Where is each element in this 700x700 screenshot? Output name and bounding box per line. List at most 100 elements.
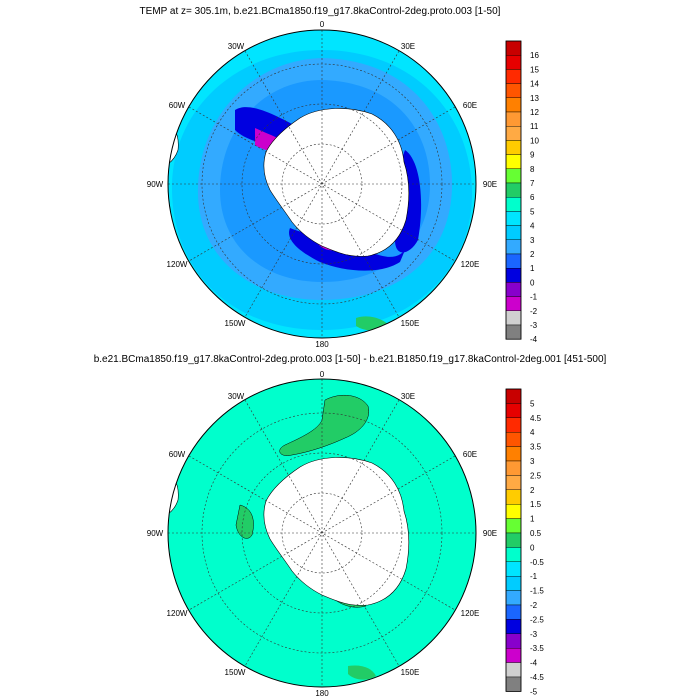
top-colorbar-label: 0 [530,278,535,287]
bottom-polar-map: 0 30E 60E 90E 120E 150E 180 150W 120W 90… [147,370,497,698]
top-colorbar-swatch [505,282,522,297]
bottom-colorbar-label: -5 [530,687,538,696]
bottom-lon-label-180: 180 [315,689,329,698]
bottom-colorbar-swatch [505,475,522,490]
bottom-lon-label-120e: 120E [461,609,480,618]
bottom-colorbar-label: 3.5 [530,443,542,452]
top-colorbar-swatch [505,97,522,113]
bottom-colorbar-label: 3 [530,457,535,466]
top-colorbar-swatch [505,168,522,184]
bottom-colorbar-swatch [505,676,522,692]
bottom-colorbar-swatch [505,604,522,620]
top-colorbar-swatch [505,140,522,155]
top-colorbar-label: 14 [530,80,539,89]
bottom-colorbar-swatch [505,648,522,663]
top-colorbar-label: -3 [530,321,538,330]
bottom-colorbar-label: -4.5 [530,673,544,682]
top-colorbar-swatch [505,239,522,255]
top-colorbar-label: 15 [530,65,539,74]
bottom-colorbar-swatch [505,504,522,519]
top-colorbar-label: -4 [530,335,538,344]
bottom-colorbar-swatch [505,662,522,678]
bottom-panel-title: b.e21.BCma1850.f19_g17.8kaControl-2deg.p… [93,354,607,365]
bottom-colorbar-swatch [505,576,522,591]
bottom-lon-label-0: 0 [320,370,325,379]
top-colorbar-label: -1 [530,293,538,302]
top-lon-label-30w: 30W [228,42,245,51]
top-colorbar-label: 16 [530,51,539,60]
bottom-colorbar-label: -0.5 [530,558,544,567]
top-colorbar-label: 11 [530,122,539,131]
top-colorbar-label: 7 [530,179,535,188]
bottom-lon-label-30e: 30E [401,392,415,401]
top-colorbar-swatch [505,211,522,226]
top-lon-label-60w: 60W [169,101,186,110]
top-colorbar-label: 3 [530,236,535,245]
top-map-boundary [167,29,477,339]
bottom-colorbar-swatch [505,446,522,462]
bottom-colorbar-swatch [505,518,522,534]
top-colorbar-swatch [505,225,522,241]
bottom-colorbar-label: 5 [530,399,535,408]
bottom-colorbar-swatch [505,547,522,563]
top-colorbar-label: 8 [530,165,535,174]
top-colorbar-label: 5 [530,207,535,216]
bottom-colorbar-label: -3.5 [530,644,544,653]
top-colorbar-swatch [505,154,522,170]
bottom-colorbar-label: 0 [530,543,535,552]
top-colorbar-swatch [505,40,522,56]
top-colorbar-label: 2 [530,250,535,259]
bottom-lon-label-150w: 150W [225,668,246,677]
top-colorbar-swatch [505,324,522,340]
bottom-colorbar-swatch [505,619,522,635]
bottom-colorbar-label: 0.5 [530,529,542,538]
bottom-colorbar-label: 1 [530,515,535,524]
top-colorbar-swatch [505,69,522,84]
top-colorbar-swatch [505,296,522,312]
top-lon-label-150w: 150W [225,319,246,328]
top-colorbar-frame [505,40,522,340]
top-colorbar-label: 10 [530,136,539,145]
bottom-colorbar-swatch [505,590,522,606]
top-lon-label-90w: 90W [147,180,164,189]
bottom-colorbar-swatch [505,388,522,404]
top-antarctica-landmass [263,108,410,257]
top-lon-label-120w: 120W [167,260,188,269]
bottom-colorbar-label: 4 [530,428,535,437]
bottom-lon-label-150e: 150E [401,668,420,677]
bottom-colorbar-label: -3 [530,630,538,639]
bottom-colorbar-swatch [505,460,522,476]
top-colorbar-swatch [505,83,522,98]
bottom-colorbar-swatch [505,532,522,548]
bottom-colorbar-label: 2 [530,486,535,495]
bottom-colorbar-frame [505,388,522,692]
bottom-colorbar-label: -2 [530,601,538,610]
top-lon-label-120e: 120E [461,260,480,269]
bottom-colorbar: 5 4.5 4 3.5 3 2.5 2 1.5 1 0.5 0 -0.5 -1 -1.5 -2 -2.5 -3 -… [505,388,544,696]
bottom-colorbar-swatch [505,403,522,418]
bottom-lon-label-90w: 90W [147,529,164,538]
bottom-colorbar-label: -4 [530,659,538,668]
top-lon-label-0: 0 [320,20,325,29]
bottom-lon-label-60e: 60E [463,450,477,459]
bottom-colorbar-label: -1.5 [530,587,544,596]
top-colorbar-label: 4 [530,222,535,231]
bottom-antarctica-landmass [263,457,410,606]
bottom-colorbar-label: -2.5 [530,615,544,624]
top-colorbar-swatch [505,196,522,212]
bottom-colorbar-label: -1 [530,572,538,581]
bottom-positive-anomaly-30e [279,394,370,456]
top-colorbar-swatch [505,55,522,70]
top-polar-map: 0 30E 60E 90E 120E 150E 180 150W 120W 90… [147,20,497,349]
top-colorbar-swatch [505,111,522,127]
bottom-colorbar-swatch [505,432,522,447]
top-lon-label-150e: 150E [401,319,420,328]
bottom-colorbar-swatch [505,633,522,649]
top-lon-label-30e: 30E [401,42,415,51]
bottom-lon-label-30w: 30W [228,392,245,401]
bottom-lon-label-60w: 60W [169,450,186,459]
bottom-lon-label-90e: 90E [483,529,497,538]
top-lon-label-90e: 90E [483,180,497,189]
bottom-colorbar-label: 4.5 [530,414,542,423]
